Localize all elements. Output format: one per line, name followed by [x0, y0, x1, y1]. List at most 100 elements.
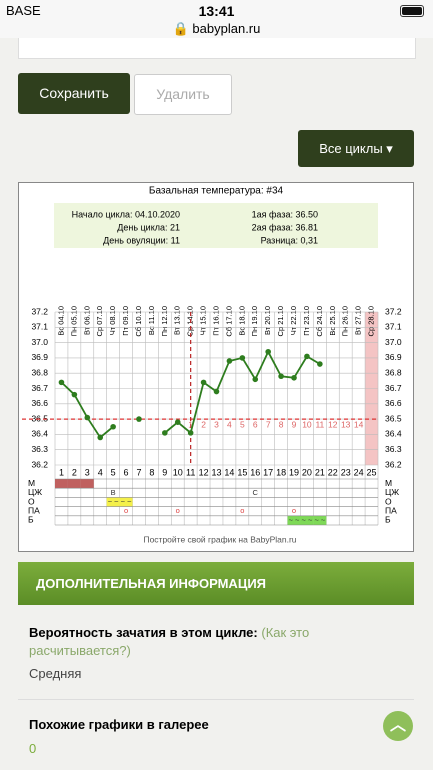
date-label: Вс 04.10: [56, 306, 65, 336]
phase2-count: 3: [214, 419, 219, 429]
temperature-point: [239, 355, 246, 361]
status-bar: BASE 13:41 🔒 babyplan.ru: [0, 0, 433, 38]
y-tick-label: 36.9: [31, 352, 48, 362]
info-line: 2ая фаза: 36.81: [252, 222, 318, 232]
temperature-point: [97, 434, 104, 441]
temperature-point: [213, 388, 220, 395]
cell-text: o: [176, 506, 180, 515]
x-tick-label: 12: [199, 467, 209, 477]
cell-fill: [80, 479, 94, 489]
y-tick-label-right: 36.3: [385, 444, 402, 454]
gallery-count: 0: [29, 741, 37, 756]
temperature-point: [317, 361, 323, 367]
temperature-point: [84, 414, 91, 421]
x-tick-label: 8: [149, 467, 154, 477]
y-tick-label-right: 37.2: [385, 306, 402, 316]
x-tick-label: 14: [224, 467, 234, 477]
chart-footer: Постройте свой график на BabyPlan.ru: [143, 534, 296, 544]
cell-fill: [313, 515, 327, 525]
cell-text: ~ ~: [289, 515, 300, 524]
cell-fill: [106, 497, 120, 507]
cell-text: o: [124, 506, 128, 515]
y-tick-label: 36.3: [31, 444, 48, 454]
temperature-point: [162, 430, 168, 436]
phase2-count: 4: [227, 419, 232, 429]
temperature-point: [174, 419, 181, 425]
row-label: М: [28, 478, 35, 488]
date-label: Ср 21.10: [276, 306, 285, 336]
date-label: Пн 12.10: [160, 306, 169, 336]
x-tick-label: 15: [237, 467, 247, 477]
temperature-point: [252, 376, 259, 383]
phase2-count: 6: [253, 419, 258, 429]
phase2-count: 13: [341, 419, 351, 429]
date-label: Вт 06.10: [82, 306, 91, 335]
x-tick-label: 22: [328, 467, 338, 477]
y-tick-label: 36.5: [31, 413, 48, 423]
date-label: Вс 25.10: [328, 306, 337, 336]
date-label: Ср 07.10: [95, 306, 104, 336]
cell-text: o: [292, 506, 296, 515]
phase2-count: 5: [240, 419, 245, 429]
y-tick-label-right: 36.6: [385, 398, 402, 408]
phase2-count: 7: [266, 419, 271, 429]
cell-fill: [119, 497, 133, 507]
temperature-point: [110, 423, 116, 430]
temperature-point: [58, 379, 65, 386]
x-tick-label: 25: [367, 467, 377, 477]
date-label: Сб 17.10: [224, 306, 233, 337]
gallery-label: Похожие графики в галерее: [29, 717, 209, 732]
delete-button[interactable]: Удалить: [134, 74, 232, 115]
date-label: Вт 13.10: [173, 306, 182, 335]
phase2-count: 12: [328, 419, 338, 429]
temperature-point: [226, 358, 233, 364]
form-box: [18, 38, 416, 59]
y-tick-label-right: 36.4: [385, 429, 402, 439]
probability: Вероятность зачатия в этом цикле: (Как э…: [29, 624, 359, 660]
probability-link-2[interactable]: расчитывается?): [29, 643, 131, 658]
cycles-button[interactable]: Все циклы ▾: [298, 130, 414, 167]
info-line: Начало цикла: 04.10.2020: [72, 209, 180, 219]
x-tick-label: 10: [173, 467, 183, 477]
cell-fill: [67, 479, 81, 489]
temperature-point: [71, 391, 78, 398]
y-tick-label-right: 36.2: [385, 459, 402, 469]
row-label: ЦЖ: [28, 487, 42, 497]
y-tick-label-right: 36.7: [385, 383, 402, 393]
info-line: День цикла: 21: [117, 222, 180, 232]
temperature-point: [265, 348, 271, 355]
date-label: Пн 05.10: [69, 306, 78, 336]
x-tick-label: 6: [124, 467, 129, 477]
row-label-right: ЦЖ: [385, 487, 399, 497]
temperature-point: [200, 379, 207, 386]
scroll-up[interactable]: ︿: [383, 711, 413, 741]
y-tick-label-right: 37.1: [385, 322, 402, 332]
date-label: Пн 19.10: [250, 306, 259, 336]
x-tick-label: 17: [263, 467, 273, 477]
time: 13:41: [198, 3, 235, 19]
x-tick-label: 24: [354, 467, 364, 477]
phase2-count: 11: [315, 419, 324, 429]
cell-text: ~ ~: [121, 497, 132, 506]
chart: Базальная температура: #34 Начало цикла:…: [18, 182, 414, 552]
date-label: Вс 18.10: [237, 306, 246, 336]
phase2-count: 8: [279, 419, 284, 429]
divider: [18, 699, 414, 700]
y-tick-label: 36.2: [31, 459, 48, 469]
x-tick-label: 18: [276, 467, 286, 477]
row-label: ПА: [28, 505, 40, 515]
cycles-text: Все циклы: [319, 141, 383, 156]
date-label: Вт 20.10: [263, 306, 272, 335]
x-tick-label: 11: [186, 467, 195, 477]
y-tick-label: 36.8: [31, 367, 48, 377]
cell-fill: [300, 515, 314, 525]
info-line: 1ая фаза: 36.50: [252, 209, 318, 219]
y-tick-label: 37.2: [31, 306, 48, 316]
save-button[interactable]: Сохранить: [18, 73, 130, 114]
info-line: Разница: 0,31: [261, 235, 318, 245]
probability-link[interactable]: (Как это: [261, 625, 310, 640]
cell-fill: [55, 479, 68, 489]
phase2-count: 14: [354, 419, 364, 429]
x-tick-label: 5: [111, 467, 116, 477]
